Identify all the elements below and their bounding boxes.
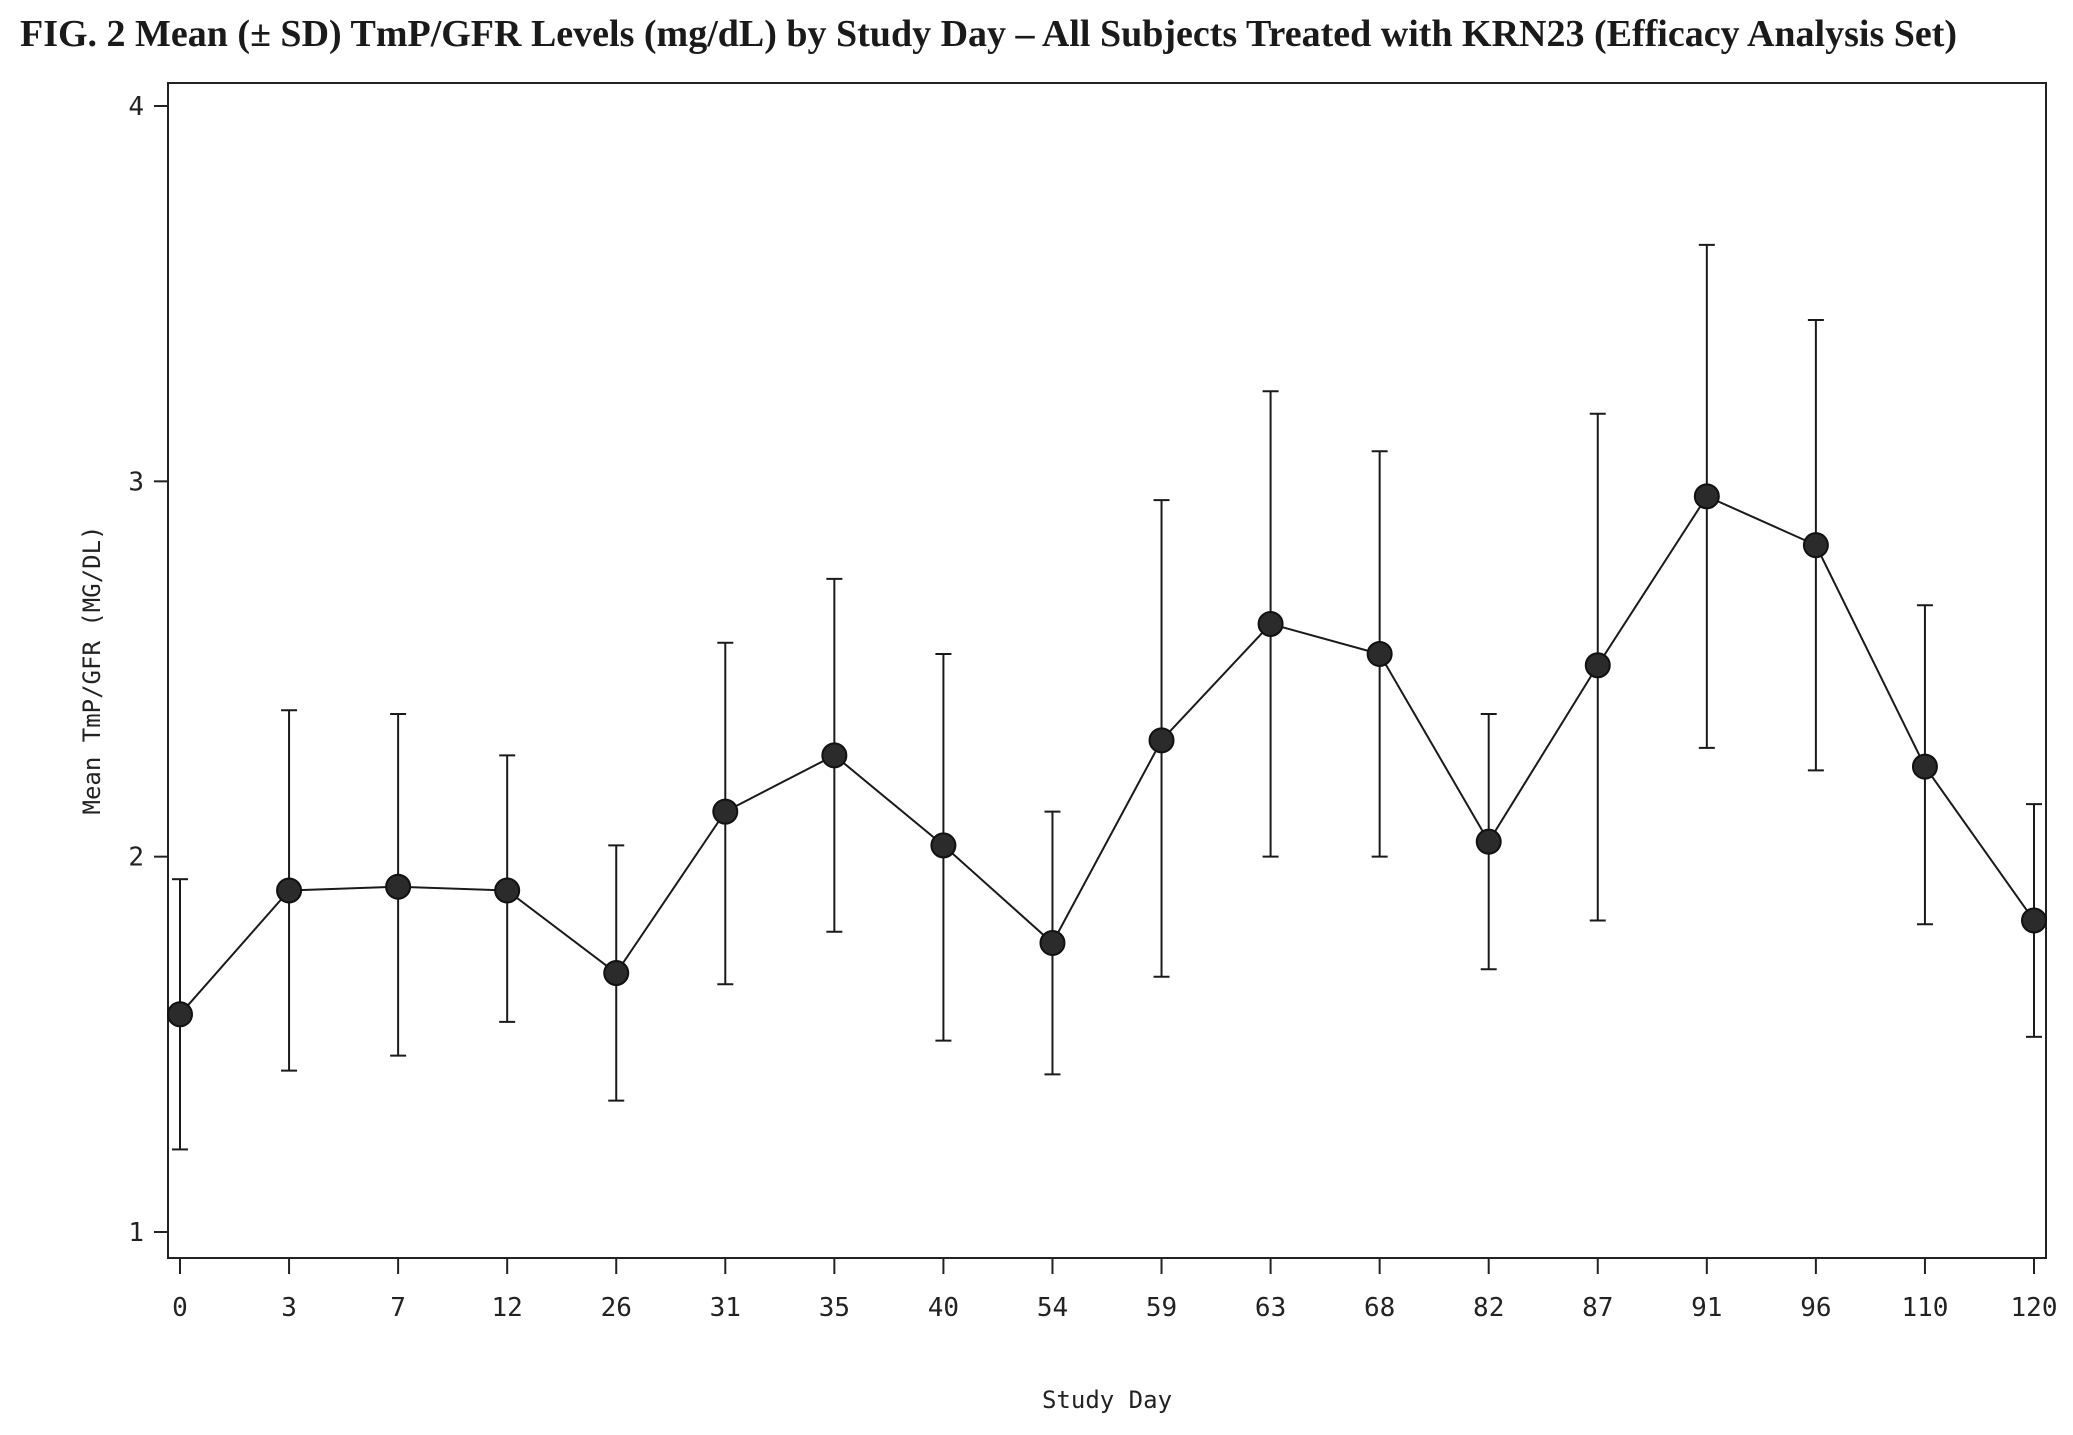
error-bars xyxy=(172,243,2042,1151)
data-point xyxy=(712,798,739,825)
data-point xyxy=(1366,640,1393,667)
x-tick-label: 35 xyxy=(819,1293,850,1323)
series-line xyxy=(179,495,2035,1015)
y-axis: 1 2 3 4 xyxy=(128,92,168,1248)
data-point xyxy=(167,1001,193,1028)
x-tick-label: 110 xyxy=(1901,1293,1948,1323)
x-tick-label: 54 xyxy=(1037,1293,1068,1323)
y-tick-label: 4 xyxy=(128,92,144,122)
x-tick-label: 7 xyxy=(390,1293,406,1323)
x-tick-label: 91 xyxy=(1691,1293,1722,1323)
data-point xyxy=(494,877,521,904)
x-tick-label: 96 xyxy=(1800,1293,1831,1323)
series-polyline xyxy=(179,495,2035,1015)
data-point xyxy=(821,742,848,769)
data-points xyxy=(167,483,2047,1028)
x-tick-label: 26 xyxy=(601,1293,632,1323)
x-tick-label: 31 xyxy=(710,1293,741,1323)
data-point xyxy=(1475,828,1502,855)
x-tick-label: 0 xyxy=(172,1293,188,1323)
x-tick-label: 12 xyxy=(492,1293,523,1323)
data-point xyxy=(1911,753,1938,780)
data-point xyxy=(603,960,630,987)
y-tick-label: 1 xyxy=(128,1218,144,1248)
x-tick-label: 63 xyxy=(1255,1293,1286,1323)
x-tick-label: 87 xyxy=(1582,1293,1613,1323)
x-tick-label: 3 xyxy=(281,1293,297,1323)
y-axis-label: Mean TmP/GFR (MG/DL) xyxy=(78,526,106,815)
x-tick-label: 40 xyxy=(928,1293,959,1323)
data-point xyxy=(2021,907,2047,934)
data-point xyxy=(1039,929,1066,956)
data-point xyxy=(1257,610,1284,637)
x-tick-label: 82 xyxy=(1473,1293,1504,1323)
y-tick-label: 2 xyxy=(128,843,144,873)
data-point xyxy=(385,873,412,900)
x-tick-label: 59 xyxy=(1146,1293,1177,1323)
y-tick-label: 3 xyxy=(128,467,144,497)
data-point xyxy=(930,832,957,859)
plot-frame xyxy=(167,82,2047,1259)
data-point xyxy=(1148,727,1175,754)
figure-title: FIG. 2 Mean (± SD) TmP/GFR Levels (mg/dL… xyxy=(20,13,1958,55)
data-point xyxy=(276,877,303,904)
x-tick-label: 120 xyxy=(2011,1293,2058,1323)
x-axis: 0 3 7 12 26 31 35 40 54 59 63 68 82 87 91 96 110 120 xyxy=(172,1258,2057,1323)
x-tick-label: 68 xyxy=(1364,1293,1395,1323)
data-point xyxy=(1693,483,1720,510)
x-axis-label: Study Day xyxy=(1042,1386,1172,1414)
data-point xyxy=(1584,652,1611,679)
data-point xyxy=(1802,532,1829,559)
